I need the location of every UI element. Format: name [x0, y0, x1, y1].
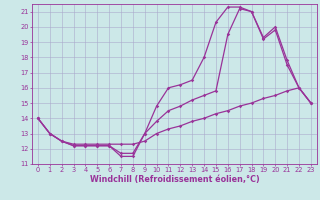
X-axis label: Windchill (Refroidissement éolien,°C): Windchill (Refroidissement éolien,°C)	[90, 175, 259, 184]
